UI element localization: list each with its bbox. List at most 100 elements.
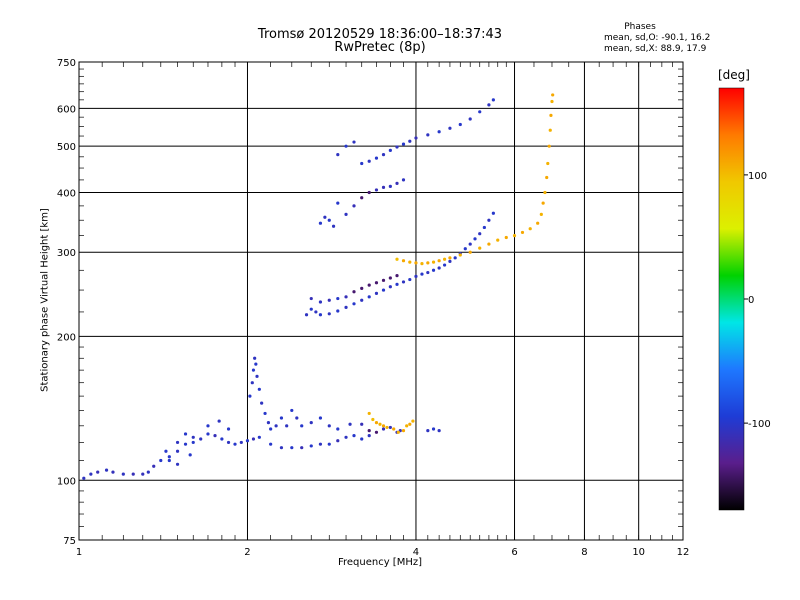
echo-point [388, 148, 392, 152]
echo-point [159, 458, 163, 463]
echo-point [318, 442, 323, 446]
phases-x-mode-stats: mean, sd,X: 88.9, 17.9 [604, 44, 707, 54]
echo-point [405, 424, 409, 428]
echo-point [381, 427, 386, 431]
echo-point [395, 282, 399, 286]
echo-point [408, 277, 412, 282]
echo-point [260, 401, 264, 405]
y-tick-label: 600 [57, 104, 76, 115]
echo-point [352, 434, 356, 438]
echo-point [226, 427, 231, 431]
echo-point [152, 464, 156, 468]
echo-point [491, 98, 495, 102]
echo-point [304, 313, 309, 317]
echo-point [374, 281, 379, 285]
echo-point [437, 130, 441, 134]
echo-point [401, 259, 406, 263]
echo-point [360, 286, 364, 291]
echo-point [318, 300, 323, 304]
echo-point [520, 230, 525, 235]
echo-point [374, 421, 379, 425]
echo-point [285, 424, 289, 428]
echo-point [104, 468, 109, 472]
echo-point [360, 422, 364, 426]
echo-point [378, 422, 382, 426]
echo-point [385, 425, 389, 430]
echo-point [478, 110, 482, 114]
echo-point [318, 221, 323, 225]
y-tick-label: 200 [57, 332, 76, 343]
x-tick-label: 10 [632, 547, 645, 558]
echo-point [411, 419, 415, 423]
echo-point [431, 268, 436, 272]
echo-point [327, 442, 331, 446]
echo-point [309, 421, 313, 425]
echo-point [367, 295, 371, 299]
echo-point [543, 190, 547, 195]
echo-point [426, 270, 430, 275]
echo-point [504, 235, 508, 240]
echo-point [248, 394, 252, 398]
echo-point [348, 422, 352, 426]
echo-point [213, 434, 217, 438]
echo-point [269, 442, 273, 446]
echo-point [539, 212, 543, 216]
echo-point [191, 435, 195, 439]
echo-point [374, 430, 379, 434]
echo-point [251, 437, 256, 441]
echo-point [491, 211, 495, 215]
colorbar-unit-label: [deg] [718, 68, 750, 82]
echo-point [318, 416, 323, 420]
echo-point [290, 446, 294, 450]
echo-point [279, 446, 284, 450]
echo-point [233, 442, 237, 446]
echo-point [381, 153, 386, 157]
echo-point [314, 310, 318, 314]
echo-point [401, 178, 406, 182]
echo-point [546, 161, 550, 166]
echo-point [336, 201, 340, 205]
echo-point [344, 212, 348, 216]
echo-point [458, 253, 462, 257]
echo-point [388, 425, 392, 430]
echo-point [547, 144, 551, 148]
echo-point [257, 387, 261, 391]
echo-point [175, 440, 180, 445]
echo-point [392, 427, 396, 431]
echo-point [344, 144, 348, 148]
echo-point [367, 159, 371, 163]
echo-point [206, 432, 210, 436]
echo-point [331, 224, 336, 228]
echo-point [374, 156, 379, 160]
echo-point [473, 237, 477, 241]
echo-point [487, 103, 491, 107]
echo-point [352, 140, 356, 144]
echo-point [512, 233, 517, 238]
echo-point [164, 449, 168, 453]
echo-point [381, 288, 386, 292]
echo-point [395, 274, 399, 278]
echo-point [245, 439, 250, 443]
echo-point [536, 221, 540, 225]
echo-point [442, 263, 447, 267]
echo-point [336, 153, 340, 157]
phases-o-mode-stats: mean, sd,O: -90.1, 16.2 [604, 33, 711, 43]
echo-point [478, 246, 482, 250]
echo-point [327, 298, 331, 302]
echo-point [395, 181, 399, 185]
echo-point [437, 259, 441, 263]
plot-frame [78, 61, 684, 541]
echo-point [257, 435, 261, 439]
echo-point [360, 196, 364, 200]
echo-point [344, 305, 348, 309]
echo-point [146, 470, 150, 474]
echo-point [360, 298, 364, 302]
echo-point [336, 296, 340, 301]
echo-point [360, 161, 364, 166]
echo-point [448, 256, 452, 260]
echo-point [371, 417, 375, 422]
echo-point [290, 408, 294, 413]
echo-point [388, 184, 392, 188]
echo-point [468, 117, 472, 121]
